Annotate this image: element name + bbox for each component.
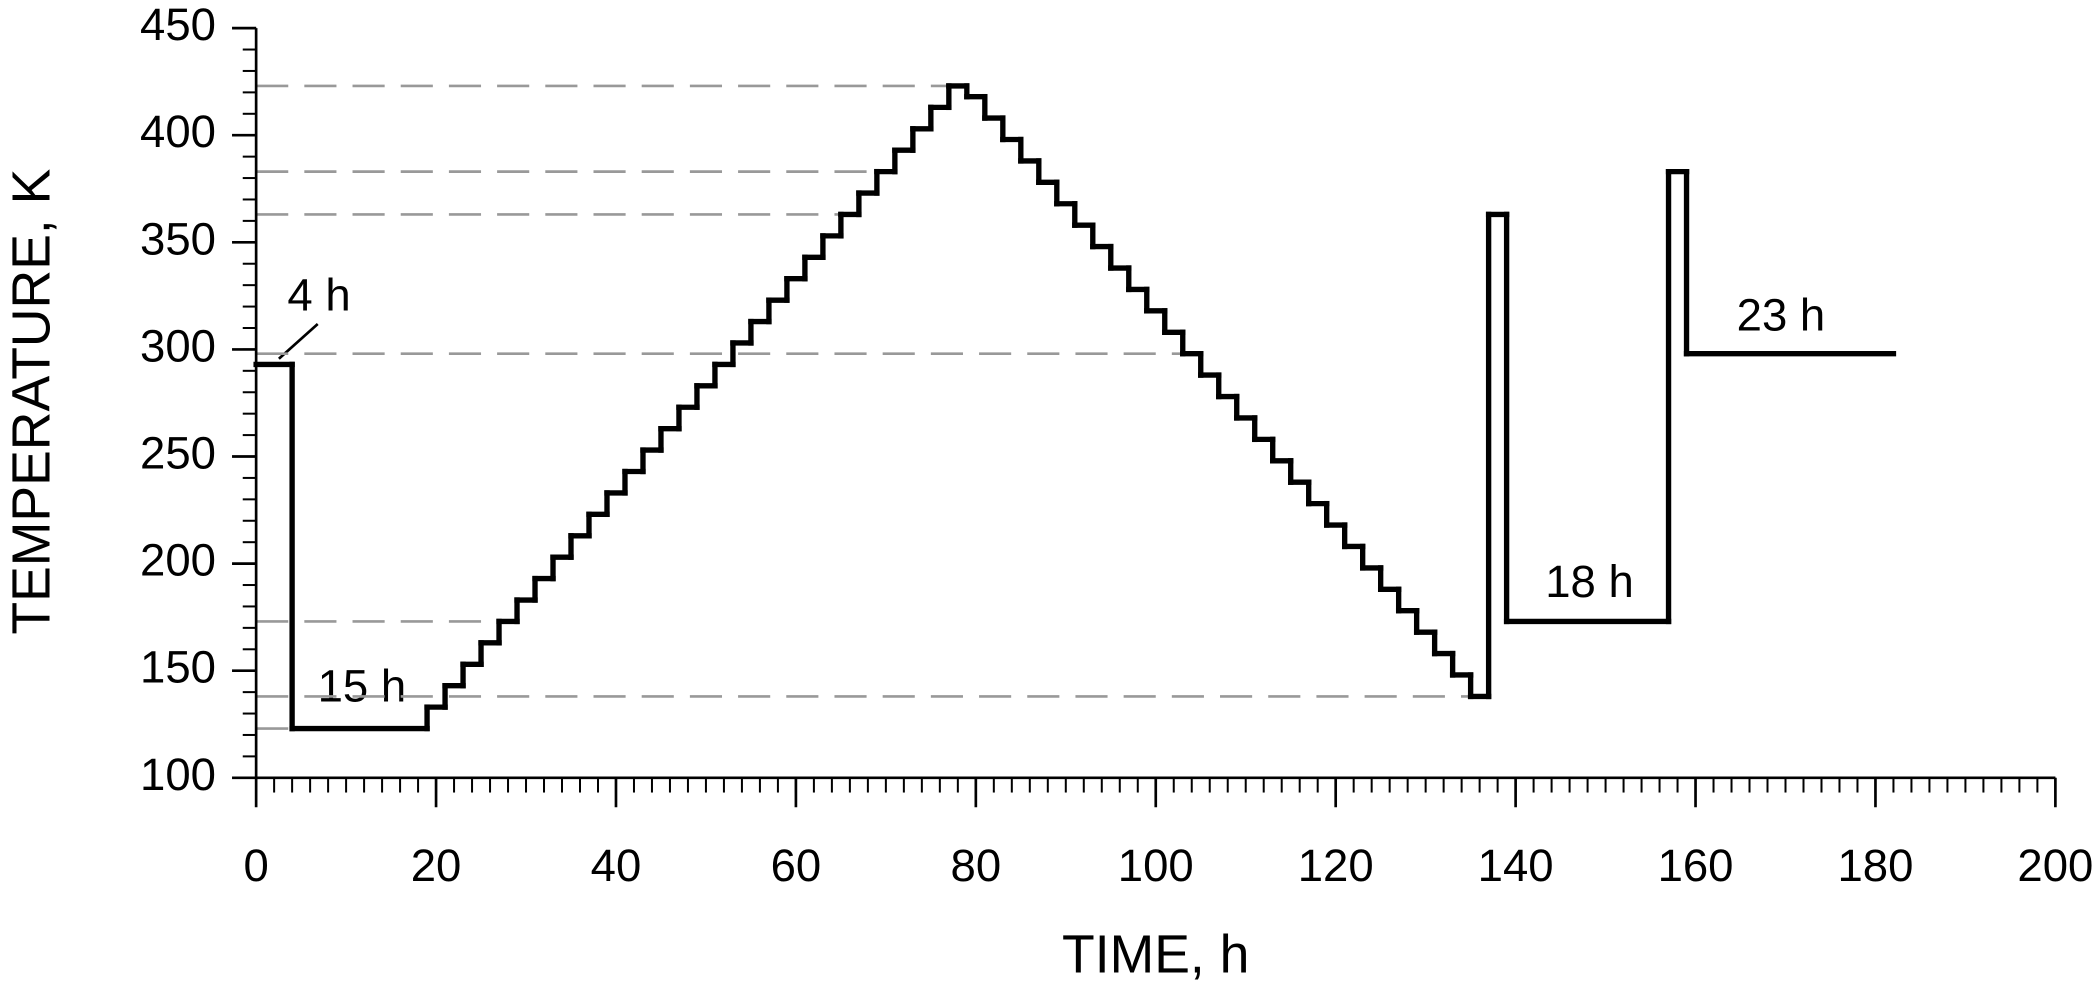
y-tick-label: 250 xyxy=(140,428,216,479)
x-tick-label: 120 xyxy=(1298,840,1374,891)
y-tick-label: 100 xyxy=(140,749,216,800)
y-tick-label: 150 xyxy=(140,642,216,693)
x-tick-label: 160 xyxy=(1658,840,1734,891)
x-axis-title: TIME, h xyxy=(1062,926,1249,985)
x-tick-label: 40 xyxy=(591,840,642,891)
y-tick-label: 350 xyxy=(140,213,216,264)
y-tick-label: 200 xyxy=(140,535,216,586)
y-tick-label: 300 xyxy=(140,320,216,371)
x-tick-label: 20 xyxy=(411,840,462,891)
x-tick-label: 0 xyxy=(243,840,268,891)
annotation: 4 h xyxy=(287,270,350,321)
x-tick-label: 180 xyxy=(1838,840,1914,891)
x-tick-label: 80 xyxy=(951,840,1002,891)
annotation: 15 h xyxy=(318,660,407,711)
x-tick-label: 200 xyxy=(2017,840,2093,891)
x-tick-label: 100 xyxy=(1118,840,1194,891)
y-tick-label: 400 xyxy=(140,106,216,157)
x-tick-label: 60 xyxy=(771,840,822,891)
annotation: 18 h xyxy=(1545,556,1634,607)
annotation: 23 h xyxy=(1737,290,1826,341)
y-tick-label: 450 xyxy=(140,0,216,50)
y-axis-title: TEMPERATURE, K xyxy=(2,168,61,634)
x-tick-label: 140 xyxy=(1478,840,1554,891)
